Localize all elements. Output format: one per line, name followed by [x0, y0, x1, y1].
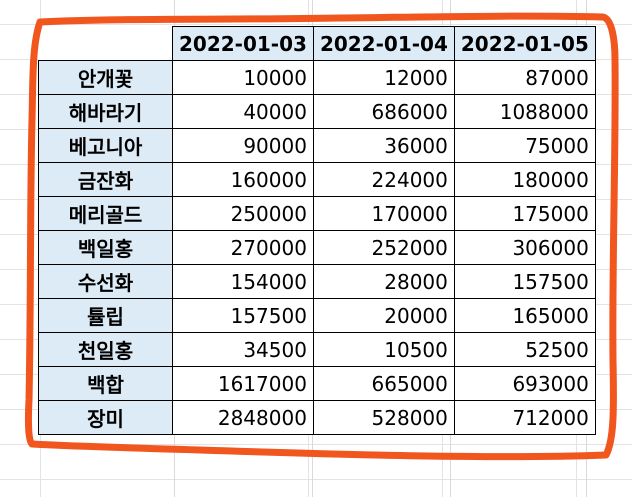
value-cell[interactable]: 157500	[172, 298, 314, 333]
table-row: 튤립 157500 20000 165000	[38, 298, 596, 333]
column-header-cell[interactable]: 2022-01-04	[312, 26, 455, 61]
value-cell[interactable]: 40000	[172, 94, 314, 129]
value-cell[interactable]: 75000	[453, 128, 596, 163]
column-header-cell[interactable]: 2022-01-03	[172, 26, 314, 61]
value-cell[interactable]: 306000	[453, 230, 596, 265]
value-cell[interactable]: 10500	[312, 332, 455, 367]
value-cell[interactable]: 160000	[172, 162, 314, 197]
corner-cell[interactable]	[38, 26, 173, 61]
value-cell[interactable]: 90000	[172, 128, 314, 163]
row-label-cell[interactable]: 백일홍	[38, 230, 173, 265]
value-cell[interactable]: 1617000	[172, 366, 314, 401]
row-label-cell[interactable]: 베고니아	[38, 128, 173, 163]
value-cell[interactable]: 12000	[312, 60, 455, 95]
value-cell[interactable]: 157500	[453, 264, 596, 299]
row-label-cell[interactable]: 천일홍	[38, 332, 173, 367]
value-cell[interactable]: 712000	[453, 400, 596, 435]
row-label-cell[interactable]: 수선화	[38, 264, 173, 299]
row-label-cell[interactable]: 메리골드	[38, 196, 173, 231]
value-cell[interactable]: 250000	[172, 196, 314, 231]
value-cell[interactable]: 34500	[172, 332, 314, 367]
row-label-cell[interactable]: 금잔화	[38, 162, 173, 197]
value-cell[interactable]: 170000	[312, 196, 455, 231]
row-label-cell[interactable]: 안개꽃	[38, 60, 173, 95]
value-cell[interactable]: 87000	[453, 60, 596, 95]
header-row: 2022-01-03 2022-01-04 2022-01-05	[38, 26, 596, 61]
data-table: 2022-01-03 2022-01-04 2022-01-05 안개꽃 1000…	[38, 26, 596, 435]
column-header-cell[interactable]: 2022-01-05	[453, 26, 596, 61]
value-cell[interactable]: 528000	[312, 400, 455, 435]
value-cell[interactable]: 20000	[312, 298, 455, 333]
table-row: 해바라기 40000 686000 1088000	[38, 94, 596, 129]
value-cell[interactable]: 686000	[312, 94, 455, 129]
table-row: 금잔화 160000 224000 180000	[38, 162, 596, 197]
value-cell[interactable]: 224000	[312, 162, 455, 197]
value-cell[interactable]: 28000	[312, 264, 455, 299]
table-row: 백합 1617000 665000 693000	[38, 366, 596, 401]
row-label-cell[interactable]: 해바라기	[38, 94, 173, 129]
value-cell[interactable]: 165000	[453, 298, 596, 333]
value-cell[interactable]: 10000	[172, 60, 314, 95]
table-row: 천일홍 34500 10500 52500	[38, 332, 596, 367]
value-cell[interactable]: 252000	[312, 230, 455, 265]
value-cell[interactable]: 270000	[172, 230, 314, 265]
value-cell[interactable]: 175000	[453, 196, 596, 231]
value-cell[interactable]: 665000	[312, 366, 455, 401]
value-cell[interactable]: 693000	[453, 366, 596, 401]
table-row: 메리골드 250000 170000 175000	[38, 196, 596, 231]
value-cell[interactable]: 2848000	[172, 400, 314, 435]
row-label-cell[interactable]: 백합	[38, 366, 173, 401]
value-cell[interactable]: 154000	[172, 264, 314, 299]
table-row: 백일홍 270000 252000 306000	[38, 230, 596, 265]
value-cell[interactable]: 1088000	[453, 94, 596, 129]
table-row: 수선화 154000 28000 157500	[38, 264, 596, 299]
row-label-cell[interactable]: 튤립	[38, 298, 173, 333]
table-row: 안개꽃 10000 12000 87000	[38, 60, 596, 95]
value-cell[interactable]: 52500	[453, 332, 596, 367]
table-row: 장미 2848000 528000 712000	[38, 400, 596, 435]
value-cell[interactable]: 36000	[312, 128, 455, 163]
table-row: 베고니아 90000 36000 75000	[38, 128, 596, 163]
row-label-cell[interactable]: 장미	[38, 400, 173, 435]
value-cell[interactable]: 180000	[453, 162, 596, 197]
